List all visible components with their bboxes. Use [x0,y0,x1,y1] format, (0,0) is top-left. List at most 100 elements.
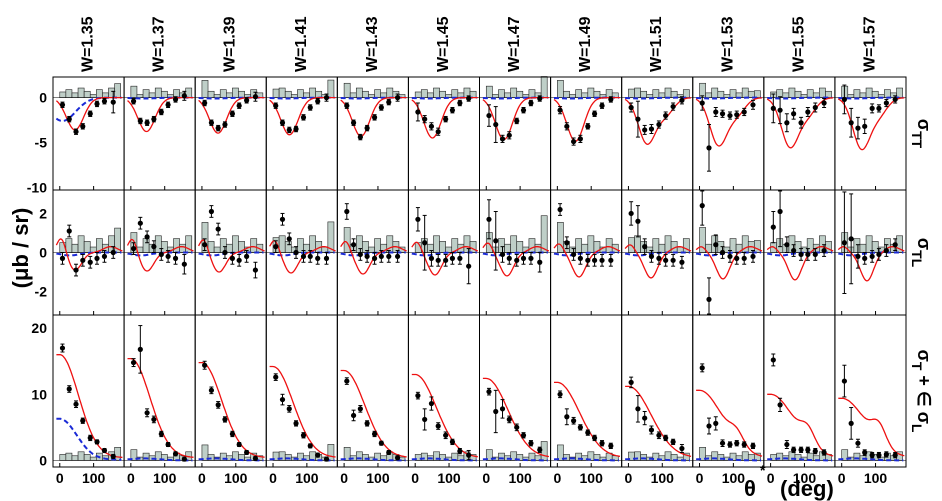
data-point [293,249,299,256]
data-point [87,111,93,117]
data-point [679,259,685,265]
y-tick-label: 10 [31,386,47,402]
systematics-bar [77,451,85,461]
x-tick-label: 100 [153,470,177,486]
data-point [571,251,577,258]
data-point [770,105,776,111]
data-point [273,244,279,250]
panel [763,76,836,191]
data-point [706,423,712,429]
model-curve-blue [411,251,477,257]
data-point [323,95,330,101]
systematics-bar [859,243,867,253]
x-tick-label: 100 [224,470,248,486]
data-point [371,255,378,261]
panel [763,189,836,316]
systematics-bar [884,89,891,98]
systematics-bar [173,238,180,253]
model-curve-red [695,97,763,147]
data-point [80,418,86,424]
systematics-bar [232,235,239,253]
data-point [719,440,726,446]
data-point [350,412,357,419]
data-point [528,255,534,261]
systematics-bar [754,90,761,98]
data-point [130,359,137,366]
data-point [130,98,137,104]
panel [834,189,907,316]
systematics-bar [213,94,221,98]
data-point [855,440,861,446]
model-curve-blue [482,457,548,462]
data-point [307,253,313,260]
row-label-sub2: L [909,424,925,433]
systematics-bar [207,90,215,98]
systematics-bar [386,87,394,98]
data-point [252,267,259,273]
panel [621,314,694,468]
systematics-bar [510,87,518,98]
model-curve-red [127,357,194,458]
data-point [699,203,705,209]
systematics-bar [297,89,304,98]
data-point [812,251,818,258]
x-tick-label: 0 [696,470,704,486]
data-point [144,234,150,240]
systematics-bar [741,451,749,461]
data-point [273,103,279,109]
row-label: σTL [909,238,934,268]
data-point [443,257,449,263]
y-tick-label: 20 [31,320,47,336]
systematics-bar [232,87,239,98]
systematics-bar [504,92,511,98]
systematics-bar [65,452,73,461]
systematics-bar [89,456,97,461]
data-point [869,452,875,458]
data-point [528,100,534,106]
row-label-sub: T [909,362,925,371]
data-point [87,435,93,441]
systematics-bar [65,238,73,253]
data-point [679,445,685,452]
systematics-bar [575,89,583,98]
data-point [876,452,882,458]
data-point [286,406,292,412]
systematics-bar [148,92,156,98]
data-point [876,251,882,258]
panel [123,189,196,316]
panel [52,76,125,191]
data-point [344,378,350,384]
panel [550,189,623,316]
systematics-bar [439,241,446,253]
systematics-bar [575,238,583,253]
x-tick-label: 0 [198,470,206,486]
x-tick-label: 100 [793,470,817,486]
data-point [706,296,712,302]
data-point [273,374,279,380]
data-point [777,107,783,113]
data-point [87,259,93,265]
data-point [628,379,634,386]
data-point [435,423,441,429]
systematics-bar [492,94,499,98]
data-point [571,418,577,424]
data-point [244,97,250,103]
data-point [435,257,441,263]
systematics-bar [711,87,719,98]
data-point [514,257,520,263]
panel-frame [265,314,338,468]
data-point [520,107,527,113]
panel [194,314,267,468]
data-point [577,136,583,142]
row-label-main: σ [914,238,934,250]
data-point [848,420,854,426]
column-title: W=1.43 [364,16,381,72]
data-point [394,253,401,260]
panel [479,314,552,468]
data-point [73,129,79,135]
data-point [642,127,648,133]
x-tick-label: 100 [295,470,319,486]
data-point [323,255,330,261]
data-point [344,103,350,109]
